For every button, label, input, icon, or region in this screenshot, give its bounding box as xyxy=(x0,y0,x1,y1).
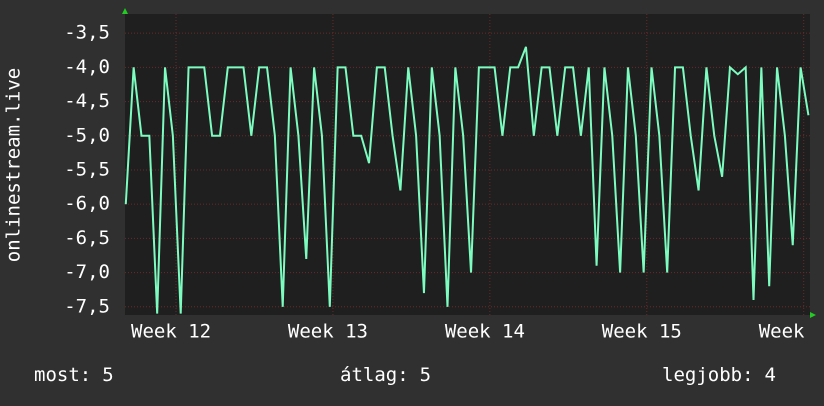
x-tick-label: Week 14 xyxy=(445,321,525,343)
data-line xyxy=(124,46,810,314)
stat: átlag: 5 xyxy=(340,364,431,386)
stat-label: átlag: xyxy=(340,364,409,386)
y-tick-label: -3,5 xyxy=(64,22,110,44)
y-tick-label: -6,5 xyxy=(64,227,110,249)
x-tick-label: Week 15 xyxy=(602,321,682,343)
stat: most: 5 xyxy=(34,364,114,386)
y-tick-label: -6,0 xyxy=(64,193,110,215)
stat: legjobb: 4 xyxy=(662,364,776,386)
stat-value: 4 xyxy=(765,364,776,386)
x-tick-label: Week 13 xyxy=(288,321,368,343)
y-tick-label: -7,5 xyxy=(64,295,110,317)
y-axis-label: onlinestream.live xyxy=(3,68,25,262)
stat-label: legjobb: xyxy=(662,364,754,386)
y-tick-label: -5,0 xyxy=(64,124,110,146)
y-tick-label: -5,5 xyxy=(64,158,110,180)
y-tick-label: -4,0 xyxy=(64,56,110,78)
x-tick-label: Week 12 xyxy=(131,321,211,343)
y-tick-label: -7,0 xyxy=(64,261,110,283)
y-tick-label: -4,5 xyxy=(64,90,110,112)
stat-label: most: xyxy=(34,364,91,386)
x-axis-arrow xyxy=(810,312,816,318)
y-axis-arrow xyxy=(122,8,128,14)
plot-area xyxy=(125,14,810,315)
x-tick-label: Week xyxy=(759,321,805,343)
stat-value: 5 xyxy=(420,364,431,386)
stat-value: 5 xyxy=(102,364,113,386)
